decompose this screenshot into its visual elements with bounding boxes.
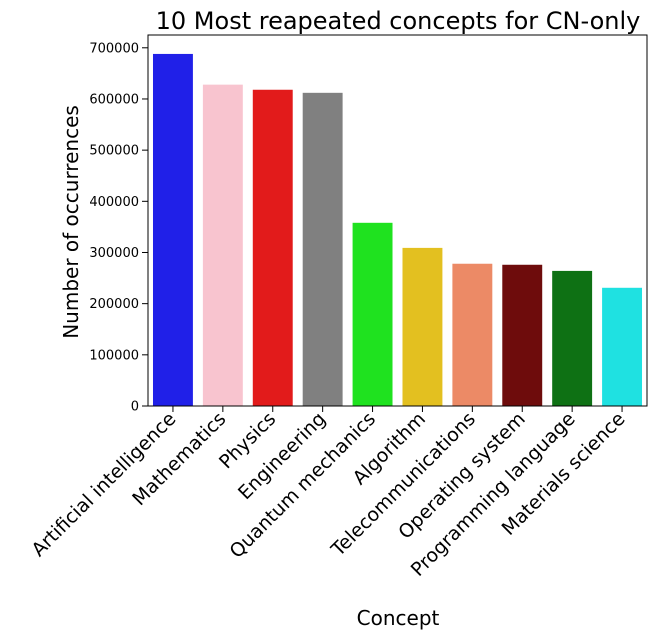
bar [452, 263, 493, 406]
plot-area-frame [147, 34, 648, 407]
bar [502, 264, 543, 406]
bar [602, 287, 643, 406]
bar [202, 84, 243, 406]
y-tick-label: 0 [131, 400, 139, 415]
x-axis-label: Concept [357, 606, 440, 630]
bar [302, 92, 343, 406]
bar [152, 53, 193, 407]
y-tick-label: 100000 [89, 348, 139, 363]
y-tick-label: 500000 [89, 144, 139, 159]
y-tick-label: 600000 [89, 92, 139, 107]
chart-title: 10 Most reapeated concepts for CN-only [156, 7, 641, 35]
y-axis-ticks: 0 100000 200000 300000 400000 500000 600000 700… [89, 41, 148, 415]
bars [152, 53, 643, 407]
y-tick-label: 200000 [89, 297, 139, 312]
bar [552, 270, 593, 406]
y-tick-label: 700000 [89, 41, 139, 56]
bar [352, 222, 393, 406]
bar [402, 247, 443, 406]
y-axis-label: Number of occurrences [59, 105, 83, 339]
bar [252, 89, 293, 406]
x-axis-ticks: Artificial intelligenceMathematicsPhysic… [27, 406, 630, 581]
y-tick-label: 400000 [89, 195, 139, 210]
y-tick-label: 300000 [89, 246, 139, 261]
